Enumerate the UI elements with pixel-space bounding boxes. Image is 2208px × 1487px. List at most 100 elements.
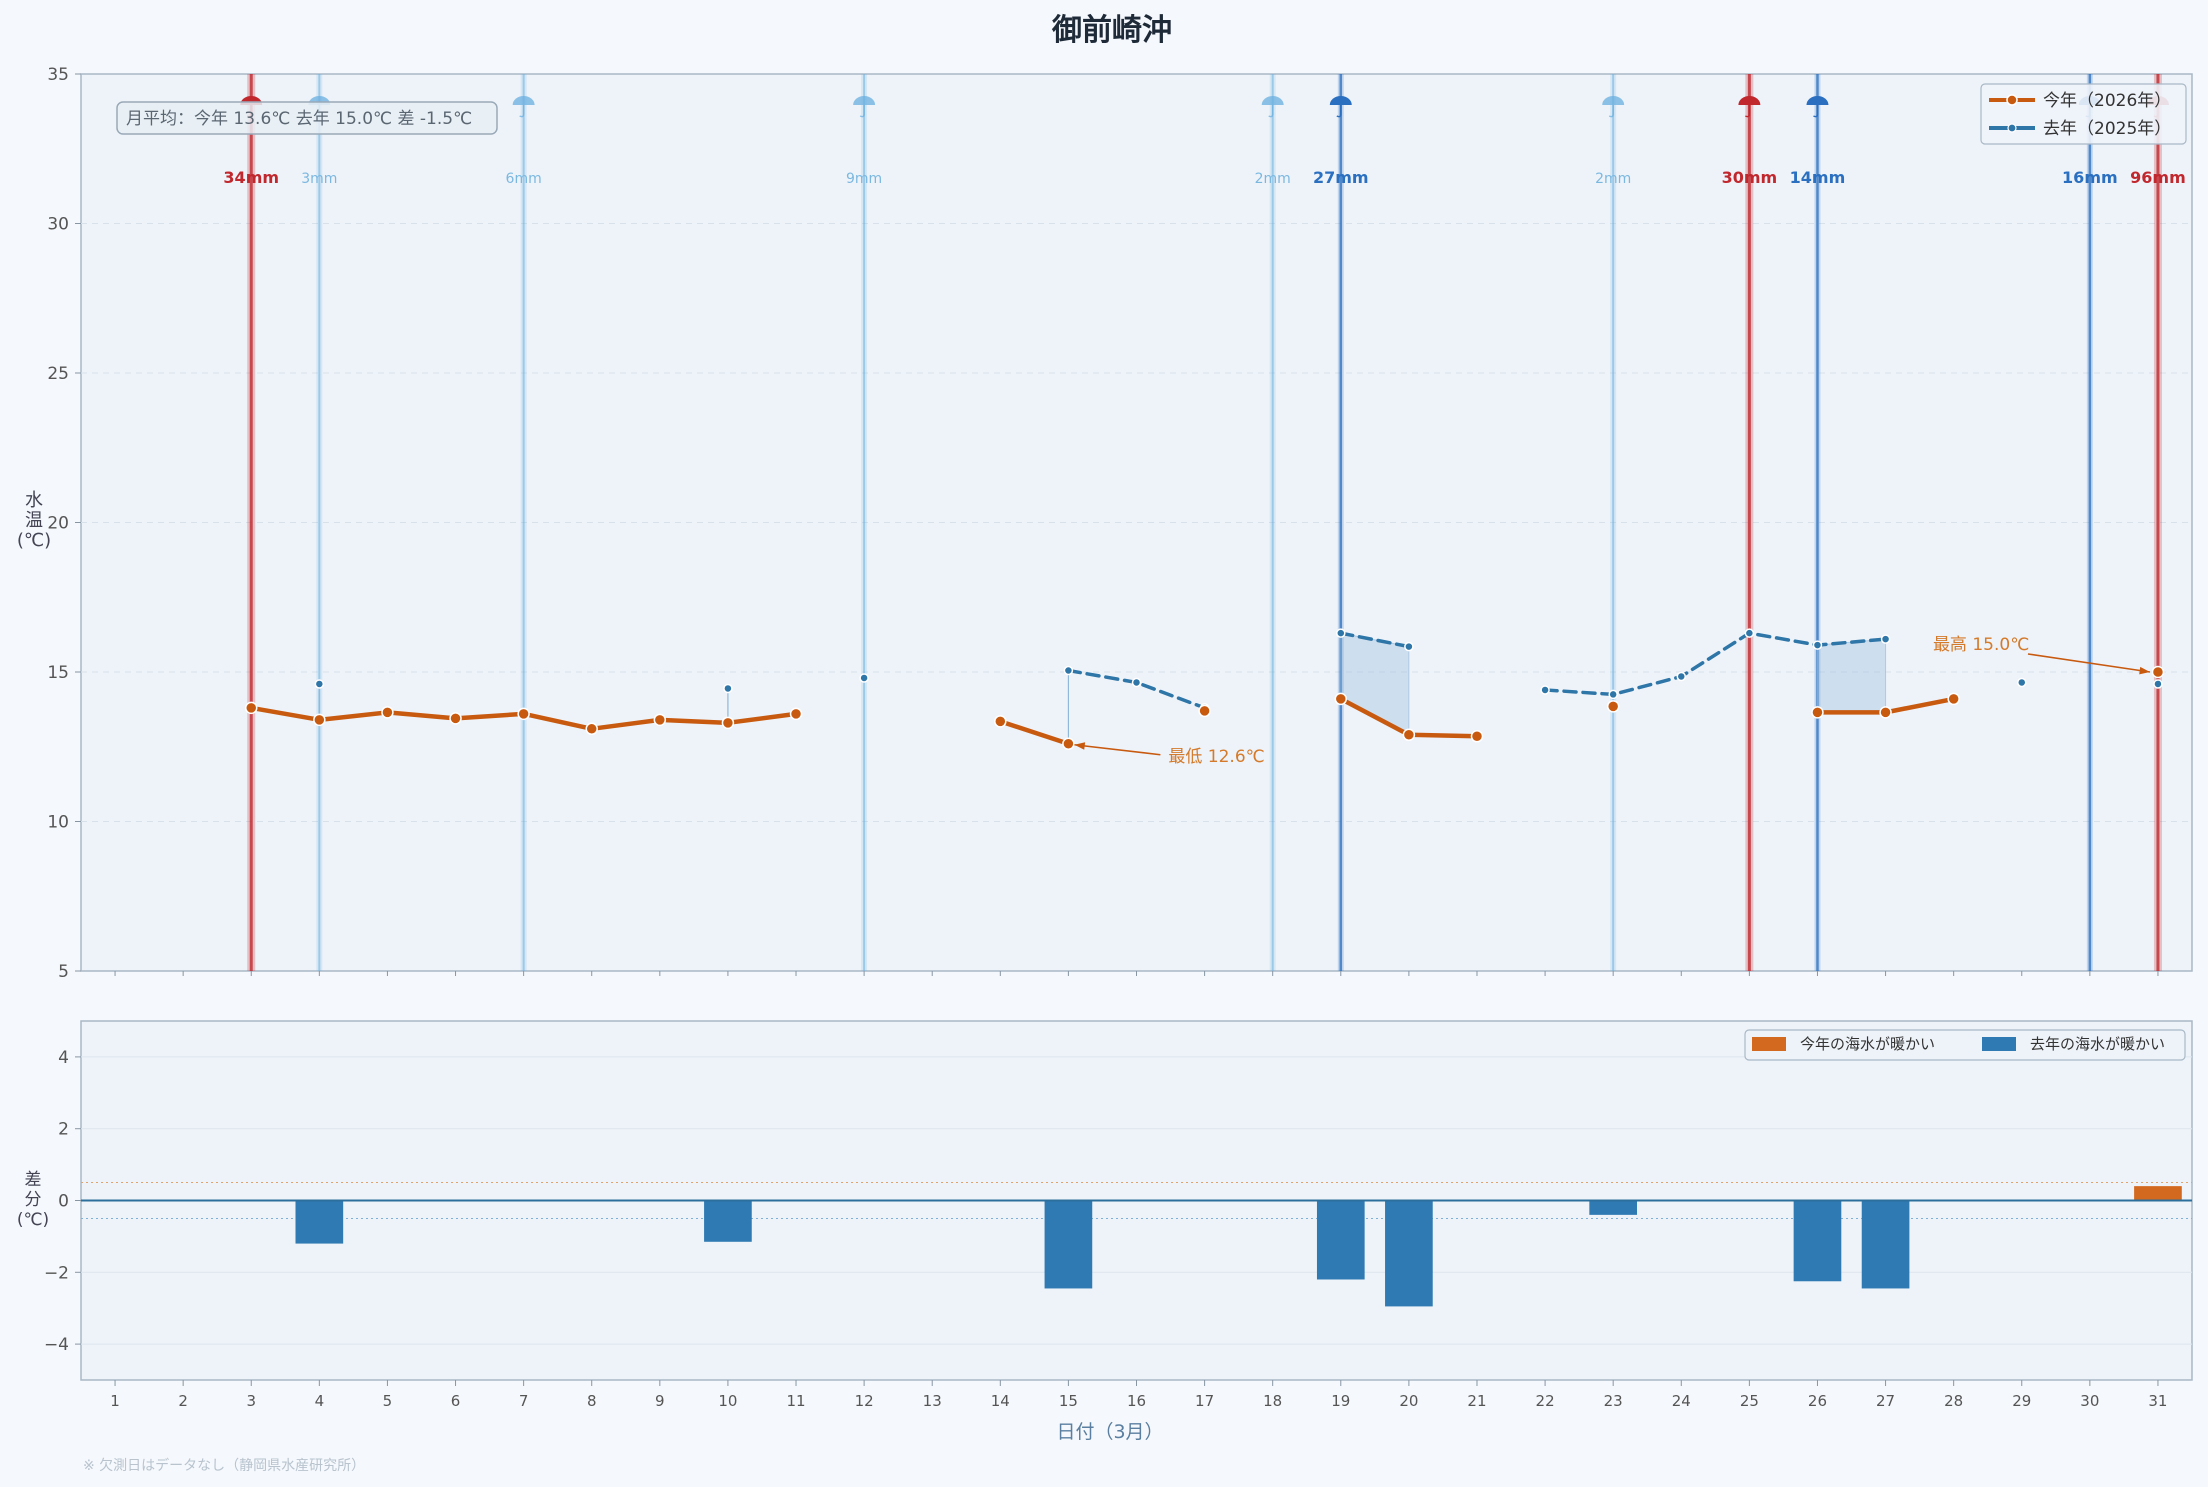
this-year-point bbox=[244, 701, 258, 715]
rain-amount-label: 2mm bbox=[1595, 171, 1631, 187]
rain-amount-label: 34mm bbox=[223, 168, 279, 187]
x-tick-label: 17 bbox=[1195, 1392, 1214, 1410]
difference-shade bbox=[1816, 638, 1887, 713]
x-tick-label: 22 bbox=[1536, 1392, 1555, 1410]
this-year-point bbox=[1470, 730, 1484, 743]
x-tick-label: 31 bbox=[2148, 1392, 2167, 1410]
rain-amount-label: 6mm bbox=[506, 171, 542, 187]
x-tick-label: 27 bbox=[1876, 1392, 1895, 1410]
rain-amount-label: 96mm bbox=[2130, 168, 2186, 187]
x-tick-label: 3 bbox=[246, 1392, 256, 1410]
x-tick-label: 11 bbox=[786, 1392, 805, 1410]
this-year-point bbox=[789, 707, 803, 721]
x-tick-label: 21 bbox=[1467, 1392, 1486, 1410]
rain-amount-label: 16mm bbox=[2062, 168, 2118, 187]
x-tick-label: 20 bbox=[1399, 1392, 1418, 1410]
difference-bar bbox=[1385, 1200, 1433, 1307]
this-year-point bbox=[2151, 665, 2165, 679]
y-tick-label: 20 bbox=[47, 514, 69, 534]
y-tick-label: 0 bbox=[58, 1192, 69, 1212]
x-tick-label: 25 bbox=[1740, 1392, 1759, 1410]
this-year-point bbox=[313, 713, 326, 727]
this-year-point bbox=[517, 707, 530, 721]
rain-marker: 2mm bbox=[1595, 74, 1631, 971]
x-tick-label: 28 bbox=[1944, 1392, 1963, 1410]
legend-this-year: 今年（2026年） bbox=[2043, 91, 2171, 111]
last-year-point bbox=[1131, 677, 1142, 688]
this-year-point bbox=[1947, 692, 1960, 706]
this-year-line bbox=[998, 719, 1071, 747]
x-tick-label: 23 bbox=[1604, 1392, 1623, 1410]
this-year-point bbox=[1334, 692, 1348, 706]
last-year-line bbox=[1543, 631, 1888, 697]
x-tick-label: 13 bbox=[923, 1392, 942, 1410]
difference-bar bbox=[2134, 1186, 2182, 1201]
x-tick-label: 5 bbox=[383, 1392, 393, 1410]
this-year-point bbox=[994, 715, 1007, 728]
svg-text:最低 12.6℃: 最低 12.6℃ bbox=[1168, 747, 1264, 767]
last-year-point bbox=[1063, 665, 1074, 676]
x-tick-label: 7 bbox=[519, 1392, 529, 1410]
x-tick-label: 14 bbox=[991, 1392, 1010, 1410]
rain-amount-label: 3mm bbox=[301, 171, 337, 187]
x-tick-label: 18 bbox=[1263, 1392, 1282, 1410]
umbrella-icon bbox=[1806, 96, 1829, 118]
x-tick-label: 30 bbox=[2080, 1392, 2099, 1410]
temperature-panel: 34mm 3mm 6mm 9mm 2mm 27mm 2mm 30mm 14mm 16mm 96mm … bbox=[17, 65, 2193, 982]
difference-bar bbox=[1861, 1200, 1910, 1289]
rain-marker: 34mm bbox=[223, 74, 279, 971]
x-tick-label: 15 bbox=[1059, 1392, 1078, 1410]
y-axis-label-difference: 差分(℃) bbox=[17, 1170, 49, 1230]
y-tick-label: −4 bbox=[44, 1335, 69, 1355]
last-year-point bbox=[1404, 641, 1414, 652]
legend-this-year-warmer: 今年の海水が暖かい bbox=[1800, 1035, 1935, 1053]
x-tick-label: 16 bbox=[1127, 1392, 1146, 1410]
x-tick-label: 8 bbox=[587, 1392, 597, 1410]
annotation: 最低 12.6℃ bbox=[1074, 742, 1265, 767]
last-year-line bbox=[1339, 631, 1411, 649]
last-year-point bbox=[723, 683, 733, 694]
difference-bar bbox=[1044, 1200, 1093, 1289]
svg-text:最高 15.0℃: 最高 15.0℃ bbox=[1933, 635, 2029, 655]
difference-bar bbox=[1589, 1200, 1638, 1215]
umbrella-icon bbox=[853, 96, 876, 118]
last-year-point bbox=[1540, 685, 1550, 695]
this-year-point bbox=[653, 713, 667, 727]
x-tick-label: 4 bbox=[315, 1392, 325, 1410]
this-year-point bbox=[585, 722, 598, 736]
umbrella-icon bbox=[1602, 96, 1625, 118]
summary-box: 月平均：今年 13.6℃ 去年 15.0℃ 差 -1.5℃ bbox=[116, 101, 498, 135]
x-tick-label: 24 bbox=[1672, 1392, 1691, 1410]
x-tick-label: 9 bbox=[655, 1392, 665, 1410]
y-tick-label: 15 bbox=[47, 663, 69, 683]
difference-bar bbox=[704, 1200, 752, 1242]
rain-amount-label: 14mm bbox=[1790, 168, 1846, 187]
this-year-point bbox=[381, 706, 394, 719]
rain-marker: 27mm bbox=[1313, 74, 1369, 971]
difference-bar bbox=[1316, 1200, 1365, 1280]
rain-amount-label: 30mm bbox=[1722, 168, 1778, 187]
x-tick-label: 1 bbox=[110, 1392, 120, 1410]
chart-title: 御前崎沖 bbox=[1051, 13, 1172, 48]
x-tick-label: 6 bbox=[451, 1392, 461, 1410]
summary-text: 月平均：今年 13.6℃ 去年 15.0℃ 差 -1.5℃ bbox=[126, 109, 472, 129]
rain-marker: 14mm bbox=[1790, 74, 1846, 971]
umbrella-icon bbox=[1261, 96, 1284, 118]
this-year-point bbox=[1811, 706, 1824, 719]
this-year-point bbox=[1198, 704, 1211, 718]
rain-amount-label: 2mm bbox=[1255, 171, 1291, 187]
y-tick-label: 25 bbox=[47, 364, 69, 384]
last-year-point bbox=[2153, 679, 2163, 689]
y-tick-label: 35 bbox=[47, 65, 69, 85]
x-tick-label: 19 bbox=[1331, 1392, 1350, 1410]
rain-marker: 6mm bbox=[506, 74, 542, 971]
rain-marker: 30mm bbox=[1722, 74, 1778, 971]
last-year-point bbox=[1336, 628, 1346, 638]
this-year-point bbox=[1402, 728, 1416, 742]
this-year-point bbox=[1062, 737, 1075, 751]
y-tick-label: 4 bbox=[58, 1048, 69, 1068]
y-tick-label: 2 bbox=[58, 1120, 69, 1140]
this-year-point bbox=[449, 712, 462, 725]
